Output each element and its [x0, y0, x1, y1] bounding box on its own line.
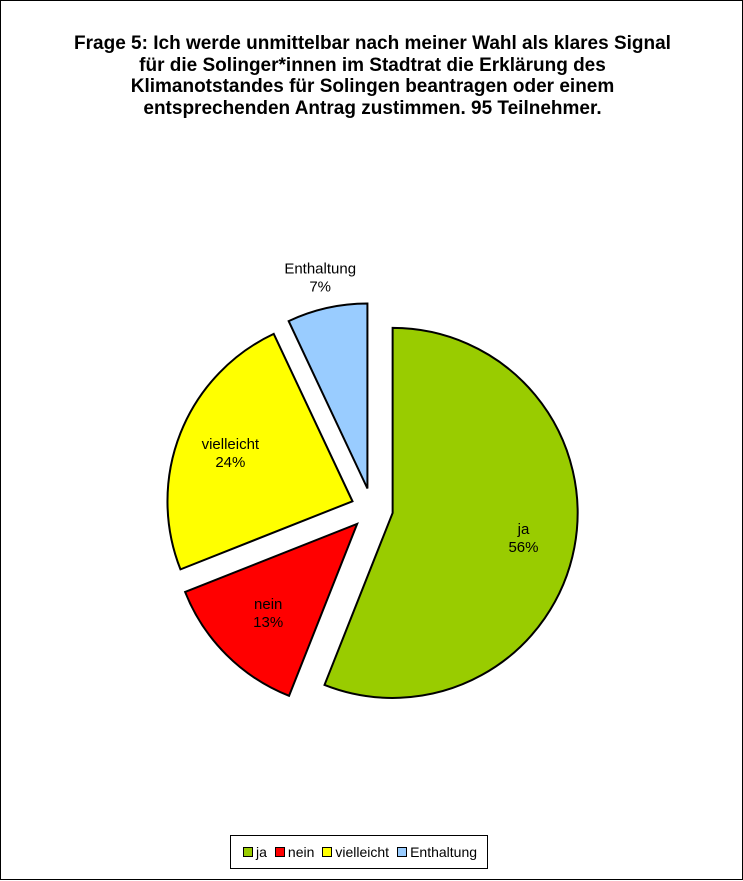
legend-label-enthaltung: Enthaltung — [410, 844, 478, 860]
pie-slice-enthaltung — [287, 302, 369, 489]
legend-label-vielleicht: vielleicht — [335, 844, 390, 860]
legend-item-vielleicht: vielleicht — [322, 844, 389, 860]
legend-swatch-ja — [243, 847, 253, 857]
slice-label-ja: ja 56% — [508, 521, 538, 556]
legend-item-nein: nein — [274, 844, 315, 860]
legend-swatch-nein — [274, 847, 285, 857]
pie-slice-ja — [323, 326, 579, 699]
legend-item-ja: ja — [243, 844, 267, 860]
legend-swatch-vielleicht — [322, 847, 333, 857]
chart-title: Frage 5: Ich werde unmittelbar nach mein… — [74, 33, 671, 119]
legend-label-ja: ja — [256, 844, 267, 860]
pie-slice-nein — [183, 522, 359, 698]
legend: ja nein vielleicht Enthaltung — [230, 835, 489, 869]
slice-label-nein: nein 13% — [253, 596, 283, 631]
slice-label-vielleicht: vielleicht 24% — [202, 436, 260, 471]
legend-label-nein: nein — [287, 844, 315, 860]
slice-label-enthaltung: Enthaltung 7% — [284, 260, 356, 295]
legend-swatch-enthaltung — [397, 847, 408, 857]
legend-item-enthaltung: Enthaltung — [397, 844, 477, 860]
pie-slice-vielleicht — [166, 332, 354, 571]
